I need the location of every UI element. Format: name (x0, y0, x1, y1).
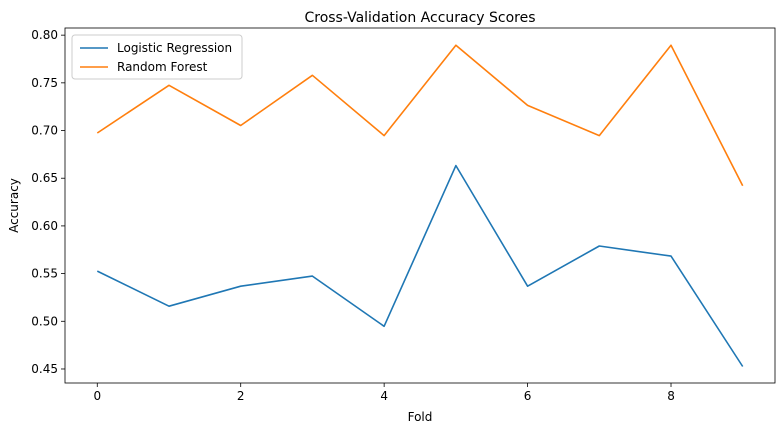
series-line-0 (96, 164, 744, 367)
x-tick-label: 8 (667, 389, 675, 403)
x-tick-label: 0 (93, 389, 101, 403)
legend-label: Random Forest (117, 60, 208, 74)
y-tick-label: 0.80 (31, 28, 58, 42)
x-tick-label: 6 (524, 389, 532, 403)
legend-label: Logistic Regression (117, 41, 232, 55)
x-tick-label: 4 (380, 389, 388, 403)
y-tick-label: 0.55 (31, 267, 58, 281)
plot-area-frame (64, 27, 776, 384)
series-line-1 (96, 44, 744, 187)
y-tick-label: 0.45 (31, 362, 58, 376)
y-tick-label: 0.60 (31, 219, 58, 233)
y-tick-label: 0.65 (31, 171, 58, 185)
series-lines (96, 44, 744, 367)
legend: Logistic Regression Random Forest (71, 34, 243, 80)
y-tick-label: 0.50 (31, 314, 58, 328)
y-tick-label: 0.75 (31, 76, 58, 90)
legend-box (71, 34, 243, 80)
axis-ticks: 0 2 4 6 8 0.45 0.50 0.55 0.60 0.65 0.70 0.75 0.80 (31, 28, 675, 403)
y-axis-title: Accuracy (7, 178, 21, 233)
x-axis-title: Fold (408, 410, 433, 424)
y-tick-label: 0.70 (31, 124, 58, 138)
chart-title: Cross-Validation Accuracy Scores (304, 10, 535, 26)
x-tick-label: 2 (237, 389, 245, 403)
